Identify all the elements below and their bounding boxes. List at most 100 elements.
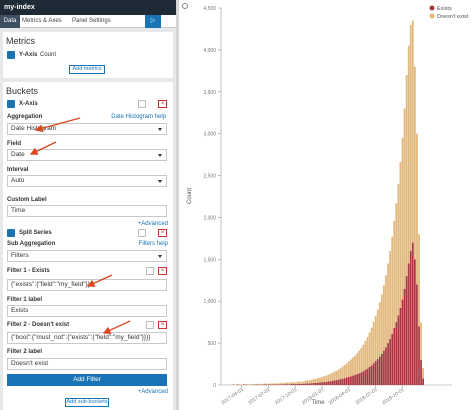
- bar: [360, 372, 363, 385]
- bar: [263, 383, 266, 385]
- bar: [422, 378, 425, 385]
- bar: [350, 359, 352, 377]
- agg-label: Split Series: [19, 230, 52, 236]
- bar: [271, 383, 274, 385]
- field-label: Filter 1 - Exists: [7, 268, 50, 274]
- bar: [246, 384, 249, 385]
- bar: [383, 350, 385, 385]
- tag-icon[interactable]: [146, 321, 154, 329]
- bar: [403, 288, 406, 385]
- bar: [273, 384, 276, 385]
- tag-icon[interactable]: [146, 267, 154, 275]
- apply-button[interactable]: ▷: [145, 15, 161, 28]
- bar: [391, 236, 394, 334]
- bar: [290, 382, 293, 385]
- field-label: Field: [7, 141, 22, 147]
- expand-button[interactable]: [7, 100, 15, 108]
- toggle-icon[interactable]: [138, 100, 146, 108]
- bar: [327, 374, 330, 382]
- help-link[interactable]: Filters help: [138, 241, 168, 247]
- bar: [343, 364, 346, 379]
- add-metrics-button[interactable]: Add metrics: [69, 65, 105, 74]
- remove-button[interactable]: ×: [158, 267, 167, 275]
- help-link[interactable]: Date Histogram help: [111, 114, 166, 120]
- bar: [420, 322, 422, 360]
- bar: [399, 307, 402, 385]
- tab-bar: [0, 15, 176, 28]
- legend-swatch: [429, 13, 435, 19]
- bar: [372, 321, 375, 364]
- bar: [236, 383, 239, 385]
- remove-button[interactable]: ×: [158, 229, 167, 237]
- bar: [232, 384, 235, 385]
- bar: [389, 338, 392, 385]
- bar: [298, 381, 301, 384]
- expand-button[interactable]: [7, 51, 15, 59]
- chart: Count Time 0 500 1,000 1,500 2,000 2,500 3,000…: [182, 3, 469, 407]
- settings-icon[interactable]: [182, 3, 188, 9]
- bar: [383, 285, 385, 351]
- bar: [294, 384, 297, 385]
- bar: [405, 276, 408, 385]
- bar: [257, 383, 260, 385]
- advanced-link[interactable]: +Advanced: [137, 221, 168, 227]
- field-label: Filter 2 label: [7, 349, 43, 355]
- y-tick-label: 2,500: [203, 174, 216, 180]
- bar: [364, 341, 367, 370]
- input[interactable]: {"exists":{"field":"my_field"}}: [7, 279, 167, 291]
- add-filter-button[interactable]: Add Filter: [7, 374, 167, 386]
- bar: [335, 380, 338, 385]
- bar: [302, 383, 305, 385]
- input[interactable]: Time: [7, 205, 167, 217]
- bar: [354, 374, 356, 385]
- y-tick-label: 4,000: [203, 48, 216, 54]
- bar: [321, 376, 323, 383]
- bar: [418, 326, 420, 385]
- remove-button[interactable]: ×: [158, 100, 167, 108]
- bar: [378, 302, 381, 357]
- bar: [329, 381, 332, 385]
- select[interactable]: Filters: [7, 250, 167, 262]
- input[interactable]: Doesn't exist: [7, 358, 167, 370]
- bar: [312, 378, 315, 383]
- x-tick-label: 2018-10-01: [381, 387, 406, 407]
- field-label: Aggregation: [7, 114, 43, 120]
- bar: [284, 384, 286, 385]
- bar: [306, 383, 309, 385]
- bar: [409, 24, 412, 251]
- input[interactable]: {"bool":{"must_not":{"exists":{"field":"…: [7, 332, 167, 344]
- y-tick-label: 0: [213, 383, 216, 389]
- y-tick-label: 3,000: [203, 132, 216, 138]
- bar: [269, 384, 272, 385]
- y-tick-label: 1,000: [203, 299, 216, 305]
- bar: [331, 380, 334, 385]
- advanced-link[interactable]: +Advanced: [137, 389, 168, 395]
- bar: [407, 45, 410, 264]
- bar: [308, 383, 311, 385]
- expand-button[interactable]: [7, 229, 15, 237]
- add-sub-buckets-button[interactable]: Add sub-buckets: [65, 398, 109, 407]
- tab[interactable]: Data: [0, 15, 20, 28]
- bar: [323, 382, 326, 385]
- agg-type: Count: [40, 52, 57, 58]
- bar: [341, 366, 344, 379]
- section-title: Buckets: [6, 86, 39, 96]
- agg-label: Y-Axis: [19, 52, 38, 58]
- bar: [238, 384, 241, 385]
- tab[interactable]: Panel Settings: [72, 18, 111, 24]
- bar: [370, 365, 373, 385]
- bar: [354, 355, 356, 375]
- bar: [393, 328, 396, 385]
- select[interactable]: Date: [7, 149, 167, 161]
- index-title: my-index: [0, 0, 176, 15]
- select[interactable]: Date Histogram: [7, 123, 167, 135]
- remove-button[interactable]: ×: [158, 321, 167, 329]
- y-tick-label: 500: [208, 341, 217, 347]
- bar: [300, 381, 303, 384]
- bar: [314, 379, 317, 383]
- tab[interactable]: Metrics & Axes: [22, 18, 62, 24]
- toggle-icon[interactable]: [138, 229, 146, 237]
- select[interactable]: Auto: [7, 175, 167, 187]
- y-tick-label: 2,000: [203, 215, 216, 221]
- input[interactable]: Exists: [7, 305, 167, 317]
